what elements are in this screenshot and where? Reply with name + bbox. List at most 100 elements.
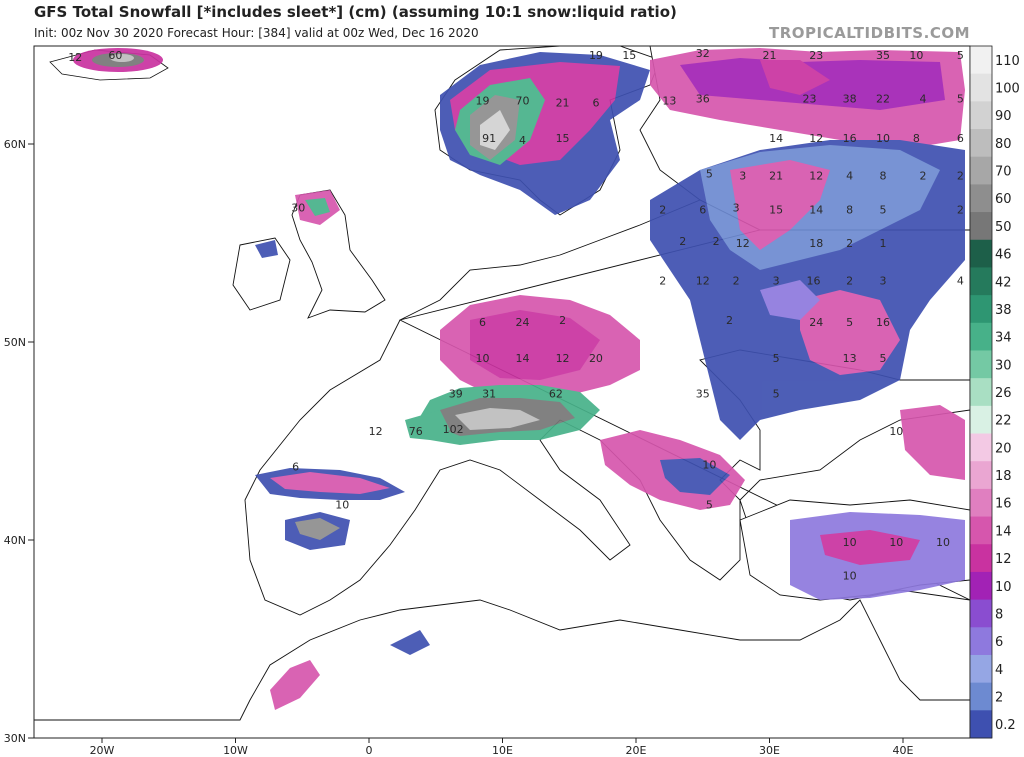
snowfall-value-label: 19	[589, 49, 603, 62]
colorbar-swatch	[970, 101, 992, 130]
brand-watermark: TROPICALTIDBITS.COM	[769, 24, 970, 42]
snowfall-value-label: 10	[702, 459, 716, 472]
colorbar-swatch	[970, 516, 992, 545]
lon-tick-label: 0	[366, 744, 373, 757]
lat-tick-label: 30N	[4, 732, 26, 745]
snowfall-value-label: 6	[699, 203, 706, 216]
colorbar-label: 12	[995, 552, 1012, 567]
lon-tick-label: 10W	[223, 744, 248, 757]
snowfall-value-label: 20	[589, 352, 603, 365]
snowfall-value-label: 35	[696, 387, 710, 400]
snowfall-value-label: 10	[843, 536, 857, 549]
snowfall-value-label: 2	[920, 170, 927, 183]
snowfall-value-label: 4	[519, 134, 526, 147]
colorbar-swatch	[970, 488, 992, 518]
snowfall-value-label: 15	[622, 49, 636, 62]
colorbar-label: 4	[995, 663, 1003, 678]
colorbar-swatch	[970, 46, 992, 75]
colorbar-label: 18	[995, 469, 1012, 484]
snowfall-value-label: 2	[957, 203, 964, 216]
colorbar-swatch	[970, 654, 992, 684]
snowfall-value-label: 16	[843, 132, 857, 145]
colorbar-label: 26	[995, 386, 1012, 401]
snowfall-value-label: 6	[957, 132, 964, 145]
colorbar-swatch	[970, 322, 992, 351]
lon-tick-label: 20E	[626, 744, 647, 757]
snowfall-value-label: 24	[516, 316, 530, 329]
snowfall-value-label: 10	[843, 570, 857, 583]
snowfall-value-label: 12	[369, 425, 383, 438]
snowfall-value-label: 21	[556, 96, 570, 109]
snowfall-value-label: 12	[809, 132, 823, 145]
snowfall-value-label: 36	[696, 92, 710, 105]
snowfall-value-label: 4	[846, 170, 853, 183]
snowfall-value-label: 5	[706, 168, 713, 181]
snowfall-value-label: 31	[482, 387, 496, 400]
snowfall-value-label: 8	[879, 170, 886, 183]
snowfall-shading	[73, 48, 965, 710]
colorbar-label: 0.2	[995, 718, 1016, 733]
snowfall-value-label: 35	[876, 49, 890, 62]
snowfall-value-label: 19	[475, 94, 489, 107]
snowfall-value-label: 6	[479, 316, 486, 329]
colorbar-label: 20	[995, 441, 1012, 456]
snowfall-value-label: 5	[879, 352, 886, 365]
map-subtitle: Init: 00z Nov 30 2020 Forecast Hour: [38…	[34, 26, 479, 40]
snowfall-value-label: 4	[957, 275, 964, 288]
colorbar-label: 70	[995, 165, 1012, 180]
snowfall-value-label: 3	[773, 275, 780, 288]
colorbar-label: 60	[995, 192, 1012, 207]
lon-tick-label: 40E	[893, 744, 914, 757]
snowfall-value-label: 32	[696, 47, 710, 60]
snowfall-value-label: 62	[549, 387, 563, 400]
map-title: GFS Total Snowfall [*includes sleet*] (c…	[34, 3, 677, 21]
colorbar-swatch	[970, 405, 992, 435]
snowfall-value-label: 5	[879, 203, 886, 216]
snow-atlas	[270, 660, 320, 710]
snowfall-value-label: 10	[335, 498, 349, 511]
snowfall-value-label: 2	[559, 314, 566, 327]
colorbar-swatch	[970, 73, 992, 102]
snowfall-value-label: 13	[843, 352, 857, 365]
snowfall-value-label: 12	[696, 275, 710, 288]
colorbar-swatch	[970, 571, 992, 601]
snowfall-value-label: 60	[108, 49, 122, 62]
colorbar-swatch	[970, 378, 992, 407]
snowfall-value-label: 2	[659, 203, 666, 216]
colorbar-swatch	[970, 710, 992, 739]
lon-tick-label: 20W	[90, 744, 115, 757]
colorbar-swatch	[970, 295, 992, 324]
colorbar-label: 110	[995, 54, 1020, 69]
lat-tick-label: 50N	[4, 336, 26, 349]
colorbar-label: 46	[995, 248, 1012, 263]
colorbar-frame	[969, 45, 993, 739]
colorbar-swatch	[970, 627, 992, 656]
colorbar-swatch	[970, 433, 992, 462]
colorbar-swatch	[970, 239, 992, 268]
snowfall-value-label: 10	[889, 425, 903, 438]
colorbar-swatch	[970, 129, 992, 158]
snowfall-value-label: 91	[482, 132, 496, 145]
snowfall-value-label: 5	[706, 498, 713, 511]
snowfall-value-label: 1	[879, 237, 886, 250]
snowfall-value-label: 2	[726, 314, 733, 327]
snowfall-value-label: 3	[879, 275, 886, 288]
snowfall-value-label: 14	[769, 132, 783, 145]
colorbar-swatch	[970, 350, 992, 379]
colorbar-swatch	[970, 212, 992, 241]
snowfall-value-label: 16	[807, 275, 821, 288]
snowfall-value-label: 10	[475, 352, 489, 365]
snowfall-value-label: 2	[679, 235, 686, 248]
colorbar-swatch	[970, 184, 992, 213]
snowfall-value-label: 6	[592, 96, 599, 109]
snowfall-value-label: 5	[846, 316, 853, 329]
snowfall-value-label: 2	[846, 275, 853, 288]
colorbar-label: 8	[995, 607, 1003, 622]
snowfall-value-label: 21	[763, 49, 777, 62]
snowfall-value-label: 2	[957, 170, 964, 183]
snowfall-value-label: 70	[516, 94, 530, 107]
snowfall-value-label: 6	[292, 461, 299, 474]
colorbar-label: 10	[995, 580, 1012, 595]
colorbar-swatch	[970, 544, 992, 573]
